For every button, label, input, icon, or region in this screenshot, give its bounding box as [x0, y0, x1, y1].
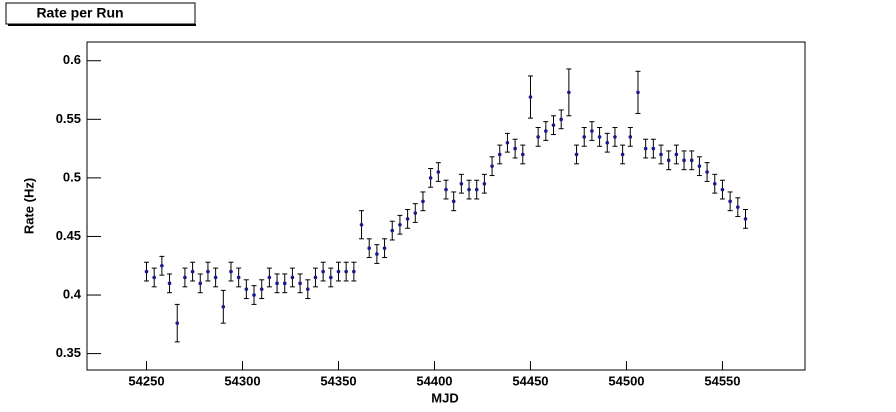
data-point — [405, 217, 410, 221]
data-point — [213, 275, 218, 280]
data-point — [536, 135, 540, 139]
data-point — [513, 146, 517, 151]
x-axis-label: MJD — [431, 390, 458, 405]
data-point — [229, 269, 233, 274]
data-point — [413, 211, 418, 215]
data-point — [574, 152, 579, 157]
data-point — [282, 281, 287, 286]
data-point — [275, 281, 279, 286]
chart-title: Rate per Run — [36, 5, 123, 21]
data-point — [321, 269, 325, 274]
data-point — [436, 170, 441, 174]
data-point — [743, 217, 748, 221]
data-point — [613, 135, 617, 139]
data-point — [459, 181, 464, 186]
x-tick-label: 54450 — [512, 373, 548, 388]
data-point — [236, 275, 241, 280]
data-point — [528, 95, 533, 99]
data-point — [520, 152, 525, 157]
data-point — [305, 287, 310, 291]
data-point — [597, 135, 602, 139]
data-point — [198, 281, 203, 286]
data-point — [705, 170, 709, 174]
data-point — [144, 269, 149, 274]
x-tick-label: 54300 — [224, 373, 260, 388]
data-point — [390, 228, 395, 233]
data-point — [175, 321, 180, 325]
data-point — [444, 187, 448, 192]
y-axis-label: Rate (Hz) — [21, 178, 36, 234]
y-tick-label: 0.5 — [63, 169, 81, 184]
data-point — [167, 281, 172, 286]
data-point — [712, 181, 717, 186]
data-point — [152, 275, 156, 280]
data-point — [290, 275, 295, 280]
data-point — [559, 117, 563, 122]
data-point — [367, 246, 372, 250]
data-point — [206, 269, 210, 274]
data-point — [651, 146, 656, 151]
data-point — [674, 152, 679, 157]
data-point — [689, 158, 694, 163]
data-point — [259, 287, 264, 291]
data-point — [482, 181, 487, 186]
data-point — [567, 90, 571, 95]
data-point — [352, 269, 356, 274]
y-tick-label: 0.4 — [63, 286, 82, 301]
data-point — [590, 129, 594, 133]
data-point — [421, 199, 425, 204]
data-point — [267, 275, 272, 280]
data-point — [728, 199, 732, 204]
data-point — [697, 164, 702, 168]
data-point — [298, 281, 302, 286]
data-point — [643, 146, 648, 151]
data-point — [505, 140, 510, 145]
data-point — [336, 269, 341, 274]
data-point — [474, 187, 479, 192]
data-point — [398, 222, 402, 227]
x-tick-label: 54500 — [608, 373, 644, 388]
data-point — [736, 205, 740, 209]
data-point — [659, 152, 663, 157]
data-point — [628, 135, 633, 139]
data-point — [252, 293, 256, 297]
data-point — [605, 140, 610, 145]
data-point — [375, 252, 379, 256]
data-point — [183, 275, 187, 280]
data-point — [190, 269, 195, 274]
data-point — [359, 222, 364, 227]
x-tick-label: 54350 — [320, 373, 356, 388]
y-tick-label: 0.55 — [56, 111, 81, 126]
data-point — [490, 164, 494, 168]
data-point — [329, 275, 333, 280]
data-point — [467, 187, 471, 192]
data-point — [497, 152, 502, 157]
data-point — [720, 187, 725, 192]
y-tick-label: 0.6 — [63, 52, 81, 67]
data-point — [620, 152, 625, 157]
data-point — [160, 263, 164, 268]
y-tick-label: 0.35 — [56, 345, 81, 360]
data-point — [428, 176, 433, 180]
data-point — [313, 275, 318, 280]
data-point — [582, 135, 587, 139]
data-point — [682, 158, 686, 163]
x-tick-label: 54250 — [128, 373, 164, 388]
data-point — [451, 199, 456, 204]
plot-frame — [86, 41, 806, 371]
data-point — [666, 158, 671, 163]
data-point — [636, 90, 640, 95]
y-tick-label: 0.45 — [56, 228, 81, 243]
data-point — [221, 304, 226, 309]
data-point — [551, 123, 556, 127]
data-point — [344, 269, 348, 274]
data-point — [244, 287, 249, 291]
data-point — [544, 129, 548, 133]
x-tick-label: 54550 — [704, 373, 740, 388]
x-tick-label: 54400 — [416, 373, 452, 388]
data-point — [382, 246, 387, 250]
